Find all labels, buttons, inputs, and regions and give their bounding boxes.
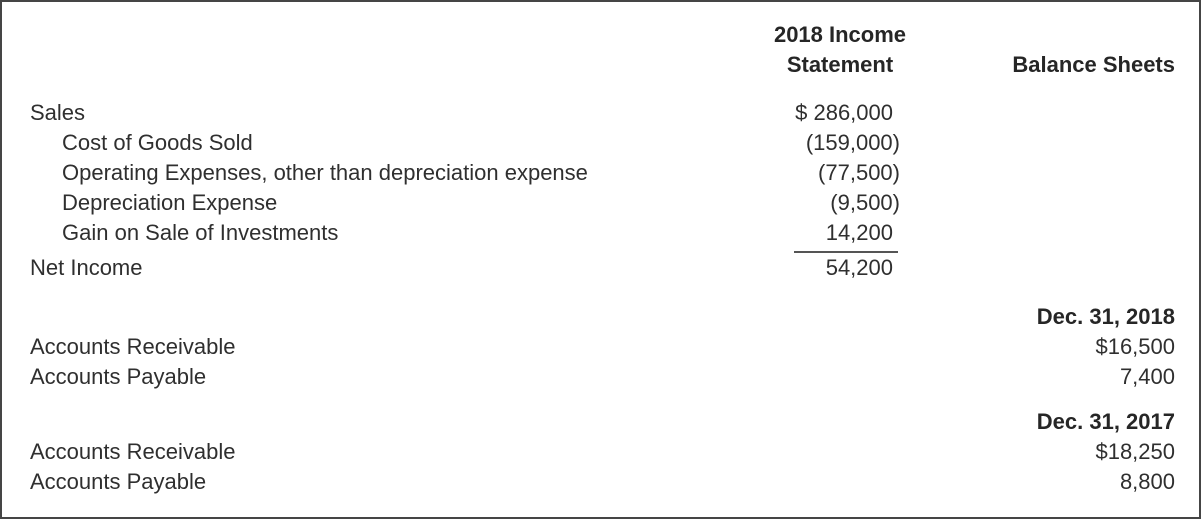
row-blank-cell <box>720 407 900 437</box>
row-value: $ 286,000 <box>795 100 893 125</box>
row-blank-cell <box>720 362 900 392</box>
row-blank-cell <box>720 437 900 467</box>
row-label: Operating Expenses, other than depreciat… <box>62 160 588 185</box>
income-row-operating-expenses: Operating Expenses, other than depreciat… <box>2 158 1175 188</box>
balance-sheets-column-header: Balance Sheets <box>1012 52 1175 77</box>
date-header-row-2017: Dec. 31, 2017 <box>2 407 1175 437</box>
income-row-net-income: Net Income 54,200 <box>2 253 1175 283</box>
balance-row-ar-2018: Accounts Receivable $16,500 <box>2 332 1175 362</box>
income-row-sales: Sales $ 286,000 <box>2 98 1175 128</box>
row-label: Accounts Receivable <box>30 439 236 464</box>
subtotal-rule <box>794 251 898 253</box>
column-header-row: 2018 Income Statement Balance Sheets <box>2 20 1175 80</box>
income-row-gain-on-sale: Gain on Sale of Investments 14,200 <box>2 218 1175 248</box>
row-value: $18,250 <box>1095 439 1175 464</box>
row-blank-cell <box>900 128 1175 158</box>
row-blank-cell <box>2 407 720 437</box>
row-value: 7,400 <box>1119 364 1175 389</box>
balance-sheet-2018-section: Dec. 31, 2018 Accounts Receivable $16,50… <box>2 302 1175 392</box>
income-row-depreciation: Depreciation Expense (9,500) <box>2 188 1175 218</box>
income-statement-column-header: 2018 Income Statement <box>773 22 907 77</box>
row-blank-cell <box>900 158 1175 188</box>
row-blank-cell <box>900 218 1175 248</box>
row-label: Net Income <box>30 255 143 280</box>
row-value: (9,500) <box>830 190 900 215</box>
balance-row-ap-2017: Accounts Payable 8,800 <box>2 467 1175 497</box>
row-label: Accounts Receivable <box>30 334 236 359</box>
row-label: Gain on Sale of Investments <box>62 220 339 245</box>
income-statement-section: Sales $ 286,000 Cost of Goods Sold (159,… <box>2 98 1175 283</box>
row-blank-cell <box>720 302 900 332</box>
row-blank-cell <box>900 253 1175 283</box>
row-label: Cost of Goods Sold <box>62 130 253 155</box>
row-label: Accounts Payable <box>30 469 207 494</box>
row-label: Depreciation Expense <box>62 190 278 215</box>
row-value: $16,500 <box>1095 334 1175 359</box>
balance-row-ar-2017: Accounts Receivable $18,250 <box>2 437 1175 467</box>
row-value: 54,200 <box>825 255 893 280</box>
row-value: (159,000) <box>805 130 900 155</box>
row-blank-cell <box>720 467 900 497</box>
date-header: Dec. 31, 2017 <box>1036 409 1175 434</box>
income-row-cogs: Cost of Goods Sold (159,000) <box>2 128 1175 158</box>
row-blank-cell <box>900 98 1175 128</box>
row-value: 8,800 <box>1119 469 1175 494</box>
date-header: Dec. 31, 2018 <box>1036 304 1175 329</box>
row-blank-cell <box>900 188 1175 218</box>
date-header-row-2018: Dec. 31, 2018 <box>2 302 1175 332</box>
row-label: Accounts Payable <box>30 364 207 389</box>
row-label: Sales <box>30 100 86 125</box>
balance-sheet-2017-section: Dec. 31, 2017 Accounts Receivable $18,25… <box>2 407 1175 497</box>
row-value: (77,500) <box>818 160 900 185</box>
balance-row-ap-2018: Accounts Payable 7,400 <box>2 362 1175 392</box>
row-blank-cell <box>720 332 900 362</box>
row-blank-cell <box>2 302 720 332</box>
row-value: 14,200 <box>825 220 893 245</box>
